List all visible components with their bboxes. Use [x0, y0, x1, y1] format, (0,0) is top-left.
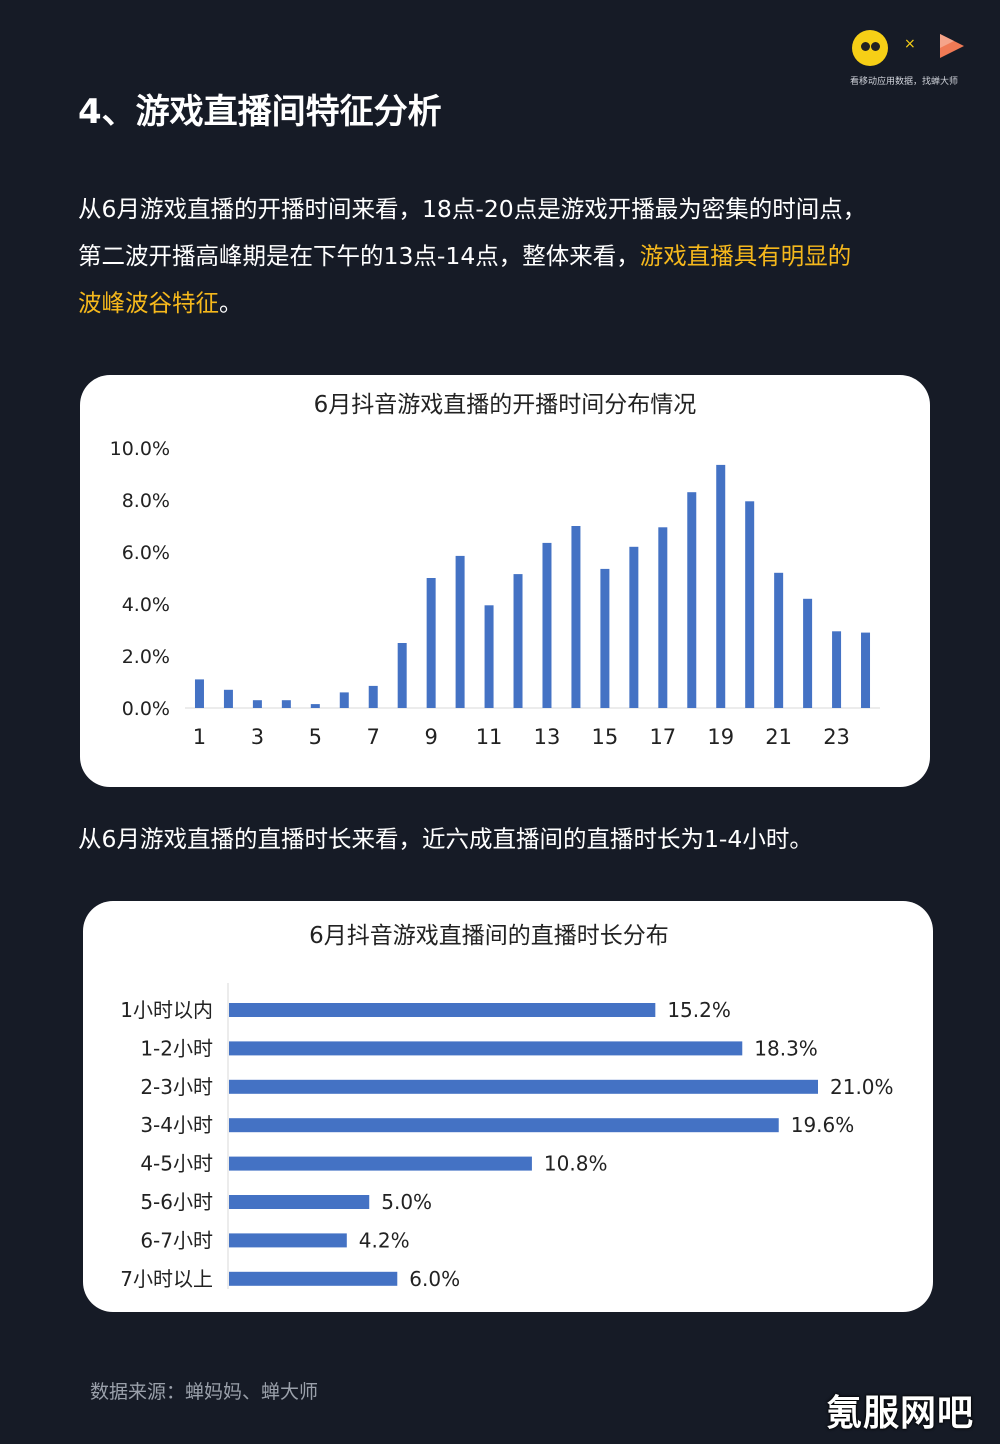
duration-bar-chart: 6月抖音游戏直播间的直播时长分布 1小时以内 15.2% 1-2小时 18.3% 2-3小… — [120, 923, 894, 1291]
brand-logo: × 看移动应用数据，找蝉大师 — [846, 28, 976, 88]
section-heading: 4、游戏直播间特征分析 — [78, 92, 442, 132]
bar — [687, 492, 697, 708]
bar — [229, 1195, 370, 1209]
play-triangle-logo-icon — [940, 34, 964, 58]
watermark-text: 氪服网吧 — [826, 1393, 975, 1434]
bar — [229, 1233, 347, 1248]
data-label: 18.3% — [754, 1036, 818, 1060]
bar — [455, 555, 465, 708]
bar — [229, 1003, 656, 1017]
bar — [803, 598, 813, 708]
intro-line-1: 从6月游戏直播的开播时间来看，18点-20点是游戏开播最为密集的时间点， — [78, 195, 867, 223]
bar — [513, 574, 523, 708]
category-label: 2-3小时 — [140, 1075, 213, 1099]
bar — [194, 679, 204, 708]
bar — [716, 464, 726, 708]
start-time-bar-chart: 6月抖音游戏直播的开播时间分布情况 0.0% 2.0% 4.0% 6.0% 8.0% 10.… — [110, 392, 880, 749]
x-tick-label: 1 — [193, 725, 206, 749]
bar — [484, 605, 494, 708]
bar — [861, 632, 871, 708]
bar — [368, 685, 378, 708]
data-label: 10.8% — [544, 1152, 608, 1176]
intro-line-3-end: 。 — [219, 289, 243, 317]
category-label: 1小时以内 — [120, 998, 213, 1022]
y-tick-label: 8.0% — [122, 490, 170, 512]
bar — [658, 527, 668, 708]
logo-caption: 看移动应用数据，找蝉大师 — [850, 77, 959, 87]
cicada-mascot-icon — [852, 30, 888, 66]
bar — [426, 578, 436, 708]
duration-chart-card: 6月抖音游戏直播间的直播时长分布 1小时以内 15.2% 1-2小时 18.3% 2-3小… — [83, 901, 933, 1312]
start-time-chart-card: 6月抖音游戏直播的开播时间分布情况 0.0% 2.0% 4.0% 6.0% 8.0% 10.… — [80, 375, 930, 787]
y-tick-label: 0.0% — [122, 698, 170, 720]
x-tick-label: 23 — [823, 725, 850, 749]
category-label: 1-2小时 — [140, 1036, 213, 1060]
bar — [600, 568, 610, 708]
bar — [229, 1079, 818, 1094]
bar — [229, 1041, 743, 1056]
bar — [629, 546, 639, 708]
x-tick-label: 13 — [534, 725, 561, 749]
x-tick-label: 5 — [309, 725, 322, 749]
intro-line-2: 第二波开播高峰期是在下午的13点-14点，整体来看， — [78, 242, 640, 270]
x-tick-label: 7 — [367, 725, 380, 749]
category-label: 3-4小时 — [140, 1113, 213, 1137]
y-tick-label: 10.0% — [110, 438, 170, 460]
y-tick-label: 2.0% — [122, 646, 170, 668]
data-label: 21.0% — [830, 1075, 894, 1099]
bar — [745, 501, 755, 708]
bar — [229, 1271, 398, 1286]
category-label: 6-7小时 — [140, 1228, 213, 1252]
x-tick-label: 9 — [424, 725, 437, 749]
bar — [229, 1118, 779, 1133]
x-tick-label: 19 — [707, 725, 734, 749]
bar — [774, 572, 784, 708]
bar — [229, 1156, 532, 1171]
data-label: 6.0% — [409, 1267, 460, 1291]
x-tick-label: 15 — [592, 725, 619, 749]
category-label: 7小时以上 — [120, 1267, 213, 1291]
bar — [310, 704, 320, 708]
bar — [281, 700, 291, 708]
data-label: 4.2% — [359, 1228, 410, 1252]
x-tick-label: 21 — [765, 725, 792, 749]
data-label: 5.0% — [381, 1190, 432, 1214]
bar — [223, 689, 233, 708]
data-label: 15.2% — [667, 998, 731, 1022]
x-tick-label: 17 — [649, 725, 676, 749]
data-label: 19.6% — [791, 1113, 855, 1137]
category-label: 4-5小时 — [140, 1152, 213, 1176]
intro-highlight-2: 波峰波谷特征 — [78, 289, 219, 317]
x-tick-label: 3 — [251, 725, 264, 749]
duration-summary-text: 从6月游戏直播的直播时长来看，近六成直播间的直播时长为1-4小时。 — [78, 825, 813, 853]
y-tick-label: 6.0% — [122, 542, 170, 564]
bar — [252, 700, 262, 708]
bar — [571, 526, 581, 708]
intro-paragraph: 从6月游戏直播的开播时间来看，18点-20点是游戏开播最为密集的时间点， 第二波… — [78, 186, 958, 327]
category-label: 5-6小时 — [140, 1190, 213, 1214]
bar — [397, 643, 407, 708]
data-source-note: 数据来源：蝉妈妈、蝉大师 — [90, 1381, 319, 1403]
chart-title: 6月抖音游戏直播间的直播时长分布 — [309, 923, 669, 949]
bar — [542, 542, 552, 708]
intro-highlight-1: 游戏直播具有明显的 — [639, 242, 852, 270]
y-tick-label: 4.0% — [122, 594, 170, 616]
chart-title: 6月抖音游戏直播的开播时间分布情况 — [314, 392, 697, 418]
logo-separator: × — [904, 36, 916, 52]
bar — [832, 631, 842, 708]
x-tick-label: 11 — [476, 725, 503, 749]
bar — [339, 692, 349, 708]
